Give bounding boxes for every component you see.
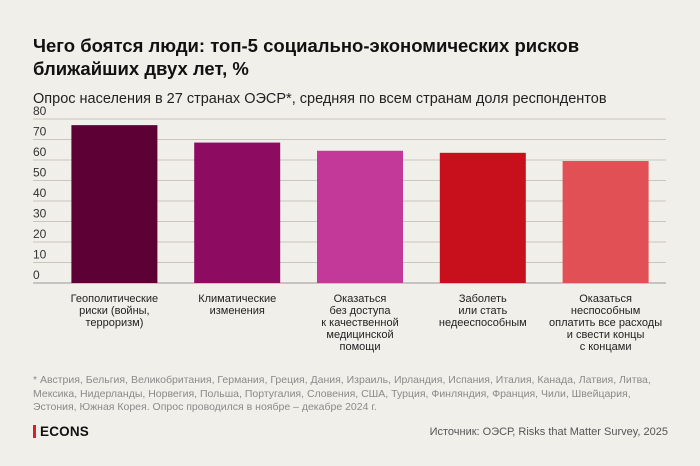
y-tick-label: 60	[33, 145, 47, 159]
econs-logo: ECONS	[33, 424, 89, 439]
y-tick-label: 50	[33, 166, 47, 180]
logo-bar-icon	[33, 425, 36, 438]
x-category-label: медицинской	[326, 329, 393, 341]
y-tick-label: 30	[33, 207, 47, 221]
y-tick-label: 40	[33, 186, 47, 200]
y-tick-label: 80	[33, 104, 47, 118]
x-category-label: помощи	[340, 341, 381, 353]
x-category-label: терроризм)	[85, 317, 143, 329]
x-category-label: без доступа	[330, 305, 392, 317]
x-category-label: Заболеть	[459, 293, 507, 305]
x-category-label: неспособным	[571, 305, 640, 317]
x-category-label: с концами	[580, 341, 632, 353]
x-category-label: и свести концы	[567, 329, 645, 341]
source-note: Источник: ОЭСР, Risks that Matter Survey…	[429, 426, 668, 438]
bar	[194, 142, 281, 283]
x-category-label: Климатические	[198, 293, 276, 305]
x-category-label: Оказаться	[334, 293, 387, 305]
footnote: * Австрия, Бельгия, Великобритания, Герм…	[33, 374, 651, 413]
x-category-label: недееспособным	[439, 317, 527, 329]
chart-subtitle: Опрос населения в 27 странах ОЭСР*, сред…	[33, 91, 607, 107]
y-tick-label: 70	[33, 125, 47, 139]
bar	[439, 152, 526, 283]
y-tick-label: 0	[33, 268, 40, 282]
y-tick-label: 10	[33, 248, 47, 262]
bar	[317, 150, 403, 283]
x-category-label: изменения	[210, 305, 265, 317]
x-category-label: оплатить все расходы	[549, 317, 662, 329]
x-category-label: Геополитические	[71, 293, 158, 305]
x-category-label: Оказаться	[579, 293, 632, 305]
x-category-label: или стать	[458, 305, 507, 317]
x-category-label: риски (войны,	[79, 305, 149, 317]
chart-title: Чего боятся люди: топ-5 социально-эконом…	[33, 35, 580, 79]
bar	[71, 125, 158, 284]
x-category-label: к качественной	[321, 317, 398, 329]
logo-text: ECONS	[40, 424, 90, 439]
y-tick-label: 20	[33, 227, 47, 241]
bar	[562, 161, 649, 283]
